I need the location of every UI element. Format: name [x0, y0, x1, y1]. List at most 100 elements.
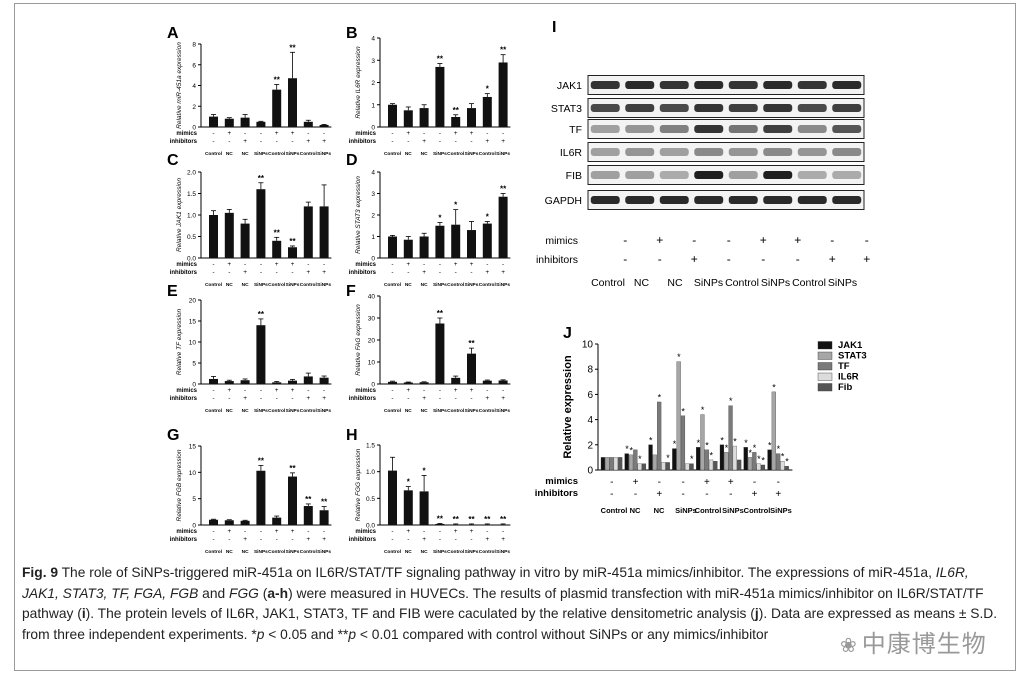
inhibitors-value: + — [422, 395, 426, 402]
significance-mark: * — [625, 444, 629, 454]
inhibitors-value: + — [485, 269, 489, 276]
panel-letter: F — [346, 283, 356, 300]
significance-mark: * — [629, 445, 633, 455]
inhibitors-value: + — [422, 138, 426, 145]
bar-fib — [665, 462, 670, 471]
inhibitors-value: - — [291, 138, 293, 145]
inhibitors-value: - — [228, 269, 230, 276]
panel-letter: D — [346, 152, 358, 169]
y-axis-label: Relative IL6R expression — [355, 46, 362, 119]
mimics-value: - — [681, 477, 684, 488]
bar — [303, 121, 313, 127]
blot-band — [694, 81, 724, 89]
inhibitors-value: - — [212, 269, 214, 276]
bar — [482, 96, 492, 127]
inhibitors-value: - — [391, 138, 393, 145]
bar-stat3 — [652, 454, 657, 471]
mimics-value: - — [212, 387, 214, 394]
legend-swatch — [817, 341, 833, 350]
caption-fig-label: Fig. 9 — [22, 565, 59, 580]
blot-band — [797, 148, 827, 156]
bar-fib — [689, 463, 694, 471]
mimics-value: - — [777, 477, 780, 488]
blot-band — [625, 81, 655, 89]
mimics-value: - — [212, 528, 214, 535]
condition-label: NC — [226, 549, 233, 555]
legend-label: JAK1 — [838, 340, 863, 351]
panel-i: I JAK1 STAT3 TF IL6R FIB GAPDH mimics inhibitors… — [536, 19, 870, 289]
bar — [256, 470, 266, 525]
y-tick-label: 1.5 — [187, 191, 196, 198]
mimics-value: - — [323, 261, 325, 268]
bar — [451, 224, 461, 258]
condition-label: SiNPs — [286, 549, 300, 555]
mimics-row-label: mimics — [176, 388, 197, 394]
inhibitors-value: + — [306, 395, 310, 402]
bar — [256, 189, 266, 258]
mimics-value: - — [610, 477, 613, 488]
inhibitors-value: - — [470, 395, 472, 402]
inhibitors-value: + — [243, 269, 247, 276]
blot-strip — [587, 165, 865, 185]
bar — [498, 380, 508, 384]
condition-label: NC — [242, 151, 249, 157]
y-axis-label: Relative STAT3 expression — [355, 176, 362, 254]
y-tick-label: 0.5 — [187, 234, 196, 241]
condition-label: SiNPs — [286, 408, 300, 414]
inhibitors-value: + — [322, 138, 326, 145]
mimics-value: + — [794, 233, 801, 247]
caption-text: < 0.01 compared with control without SiN… — [356, 626, 769, 642]
bar-stat3 — [700, 414, 705, 471]
significance-mark: * — [658, 392, 662, 402]
significance-mark: * — [768, 440, 772, 450]
watermark-text: 中康博生物 — [861, 630, 987, 658]
significance-mark: ** — [258, 174, 265, 183]
inhibitors-value: - — [439, 395, 441, 402]
mimics-value: + — [227, 130, 231, 137]
bar — [419, 491, 429, 525]
significance-mark: ** — [500, 185, 507, 194]
y-axis-label: Relative FGB expression — [176, 449, 183, 521]
bar — [209, 215, 218, 258]
significance-mark: ** — [453, 106, 460, 115]
significance-mark: ** — [321, 498, 328, 507]
inhibitors-value: - — [391, 269, 393, 276]
legend-label: Fib — [838, 382, 852, 393]
inhibitors-value: - — [276, 138, 278, 145]
mimics-value: - — [212, 261, 214, 268]
panel-letter: B — [346, 25, 358, 42]
panel-letter: J — [563, 325, 572, 342]
inhibitors-value: - — [260, 138, 262, 145]
inhibitors-value: + — [485, 536, 489, 543]
inhibitors-row-label: inhibitors — [349, 139, 377, 145]
mimics-row-label: mimics — [176, 131, 197, 137]
caption-gene-fgg: FGG — [229, 585, 259, 601]
caption-text: ) were measured in HUVECs. The results o… — [22, 585, 984, 622]
mimics-value: + — [406, 130, 410, 137]
caption-genes: IL6R, JAK1, STAT3, TF, FGA, FGB — [22, 565, 969, 601]
panel-letter: C — [167, 152, 179, 169]
significance-mark: ** — [305, 495, 312, 504]
bar-tf — [633, 449, 638, 471]
bar-fib — [737, 459, 742, 471]
bar — [303, 376, 313, 384]
mimics-value: - — [423, 387, 425, 394]
mimics-row-label: mimics — [355, 262, 376, 268]
blot-band — [797, 196, 827, 204]
caption-p: p — [348, 626, 357, 642]
bar — [467, 108, 476, 127]
inhibitors-value: + — [485, 138, 489, 145]
condition-label: Control — [725, 277, 759, 289]
y-axis-label: Relative miR-451a expression — [176, 42, 183, 129]
inhibitors-value: - — [407, 395, 409, 402]
inhibitors-value: - — [407, 536, 409, 543]
blot-band — [832, 104, 862, 112]
condition-label: SiNPs — [761, 277, 790, 289]
mimics-value: - — [244, 261, 246, 268]
mimics-value: - — [244, 130, 246, 137]
inhibitors-value: + — [322, 269, 326, 276]
bar-il6r — [685, 463, 690, 471]
